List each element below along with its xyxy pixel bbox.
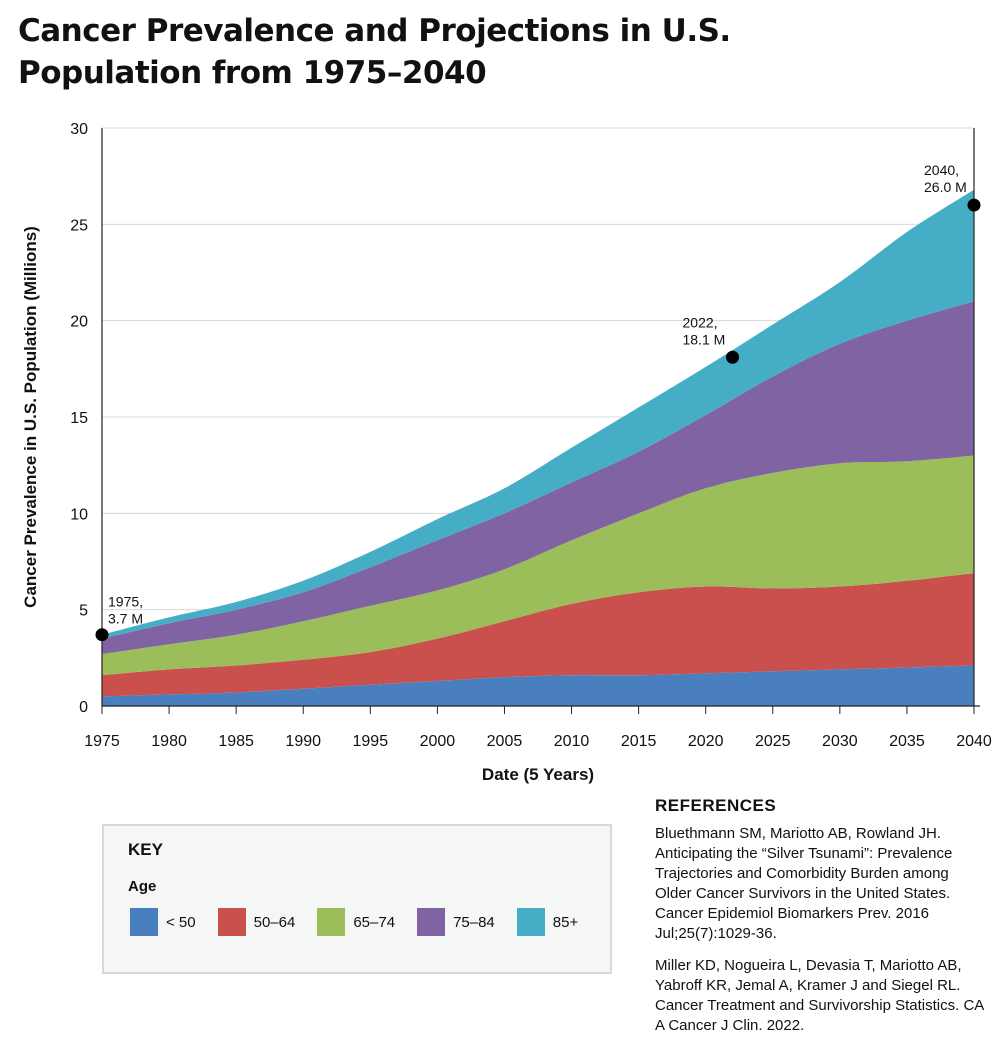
- legend-item: 75–84: [417, 908, 495, 936]
- x-tick-label: 2020: [688, 733, 724, 750]
- reference-item: Miller KD, Nogueira L, Devasia T, Mariot…: [655, 956, 985, 1036]
- x-tick-label: 2005: [487, 733, 523, 750]
- x-tick-label: 2010: [554, 733, 590, 750]
- legend-label: 65–74: [353, 914, 395, 931]
- references-title: REFERENCES: [655, 796, 985, 816]
- reference-item: Bluethmann SM, Mariotto AB, Rowland JH. …: [655, 824, 985, 944]
- y-tick-labels: 0 5 10 15 20 25 30: [70, 121, 88, 716]
- legend-title: KEY: [128, 840, 163, 860]
- y-tick-label: 0: [79, 699, 88, 716]
- x-tick-label: 2025: [755, 733, 791, 750]
- callout-label: 2022,: [683, 314, 718, 330]
- x-tick-label: 2035: [889, 733, 925, 750]
- callout-label: 18.1 M: [683, 331, 726, 347]
- legend-item: 65–74: [317, 908, 395, 936]
- x-tick-label: 1985: [218, 733, 254, 750]
- stacked-area-chart: 051015202530 197519801985199019952000200…: [0, 0, 1000, 800]
- legend-box: KEY Age < 50 50–64 65–74 75–84 85+: [102, 824, 612, 974]
- legend-label: 75–84: [453, 914, 495, 931]
- x-tick-label: 1990: [285, 733, 321, 750]
- legend-item: 50–64: [218, 908, 296, 936]
- y-tick-label: 10: [70, 506, 88, 523]
- area-series: [102, 190, 974, 706]
- callout-point: [96, 628, 109, 641]
- legend-swatch: [317, 908, 345, 936]
- legend-items: < 50 50–64 65–74 75–84 85+: [130, 908, 600, 936]
- legend-label: 85+: [553, 914, 578, 931]
- legend-swatch: [417, 908, 445, 936]
- callout-label: 2040,: [924, 162, 959, 178]
- x-axis-label: Date (5 Years): [482, 765, 594, 784]
- callout-point: [726, 351, 739, 364]
- legend-item: < 50: [130, 908, 196, 936]
- legend-label: 50–64: [254, 914, 296, 931]
- callout-label: 1975,: [108, 594, 143, 610]
- y-tick-label: 30: [70, 121, 88, 138]
- x-tick-label: 1975: [84, 733, 120, 750]
- legend-label: < 50: [166, 914, 196, 931]
- legend-swatch: [517, 908, 545, 936]
- x-tick-label: 2000: [420, 733, 456, 750]
- callout-label: 3.7 M: [108, 611, 143, 627]
- callout-label: 26.0 M: [924, 179, 967, 195]
- y-tick-label: 5: [79, 603, 88, 620]
- callout-point: [968, 199, 981, 212]
- references: REFERENCES Bluethmann SM, Mariotto AB, R…: [655, 796, 985, 1048]
- x-tick-label: 1980: [151, 733, 187, 750]
- y-axis-label: Cancer Prevalence in U.S. Population (Mi…: [21, 226, 40, 608]
- x-tick-label: 2015: [621, 733, 657, 750]
- legend-subtitle: Age: [128, 878, 156, 895]
- x-tick-label: 2030: [822, 733, 858, 750]
- y-tick-label: 25: [70, 217, 88, 234]
- legend-swatch: [218, 908, 246, 936]
- y-tick-label: 15: [70, 410, 88, 427]
- x-tick-label: 1995: [353, 733, 389, 750]
- legend-item: 85+: [517, 908, 578, 936]
- legend-swatch: [130, 908, 158, 936]
- y-tick-label: 20: [70, 314, 88, 331]
- x-tick-label: 2040: [956, 733, 992, 750]
- x-tick-labels: 1975 1980 1985 1990 1995 2000 2005 2010 2015 2020…: [84, 733, 992, 750]
